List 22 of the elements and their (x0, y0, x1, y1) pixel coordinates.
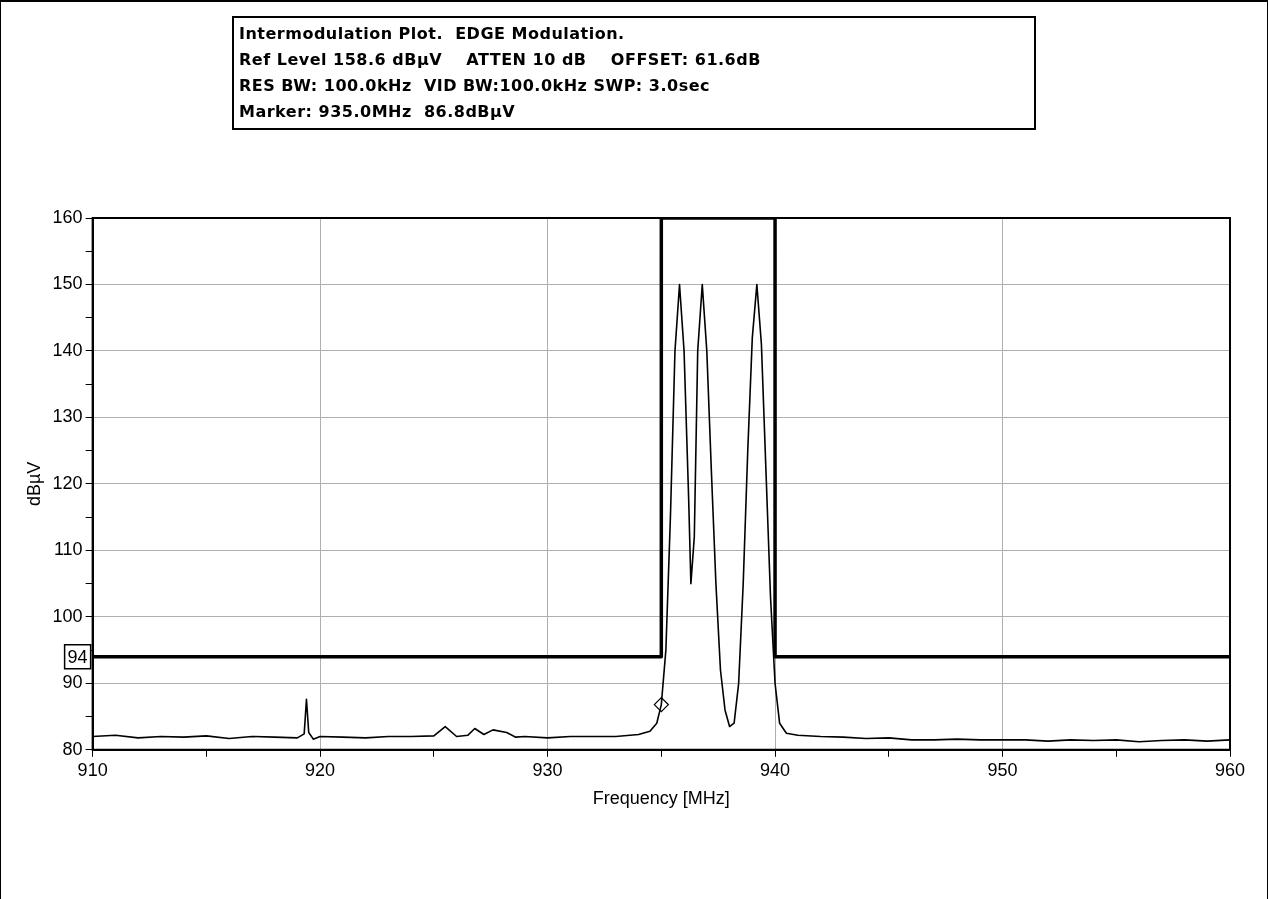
text: RES BW: 100.0kHz VID BW:100.0kHz SWP: 3.0sec (239, 75, 712, 97)
chart-title: Intermodulation Plot. EDGE Modulation. (239, 23, 626, 45)
annotation: 94 (67, 646, 88, 667)
y-tick-label: 90 (62, 672, 83, 693)
y-tick-label: 110 (53, 539, 83, 560)
y-tick-label: 140 (52, 339, 83, 360)
y-tick-label: 120 (52, 472, 83, 493)
y-tick-label: 100 (52, 605, 83, 626)
x-tick-label: 960 (1214, 759, 1246, 780)
y-tick-label: 130 (52, 406, 83, 427)
y-tick-label: 150 (52, 273, 83, 294)
x-tick-label: 940 (760, 759, 791, 780)
y-tick-label: 160 (52, 206, 83, 227)
x-axis-title: Frequency [MHz] (592, 788, 730, 809)
y-tick-label: 80 (62, 738, 83, 759)
x-tick-label: 910 (77, 759, 108, 780)
x-tick-label: 930 (532, 759, 563, 780)
y-axis-title: dBµV (23, 461, 44, 507)
text: Marker: 935.0MHz 86.8dBµV (239, 101, 517, 123)
x-tick-label: 920 (305, 759, 336, 780)
x-tick-label: 950 (987, 759, 1018, 780)
text: Ref Level 158.6 dBµV ATTEN 10 dB OFFSET: 61.6dB (239, 49, 762, 71)
